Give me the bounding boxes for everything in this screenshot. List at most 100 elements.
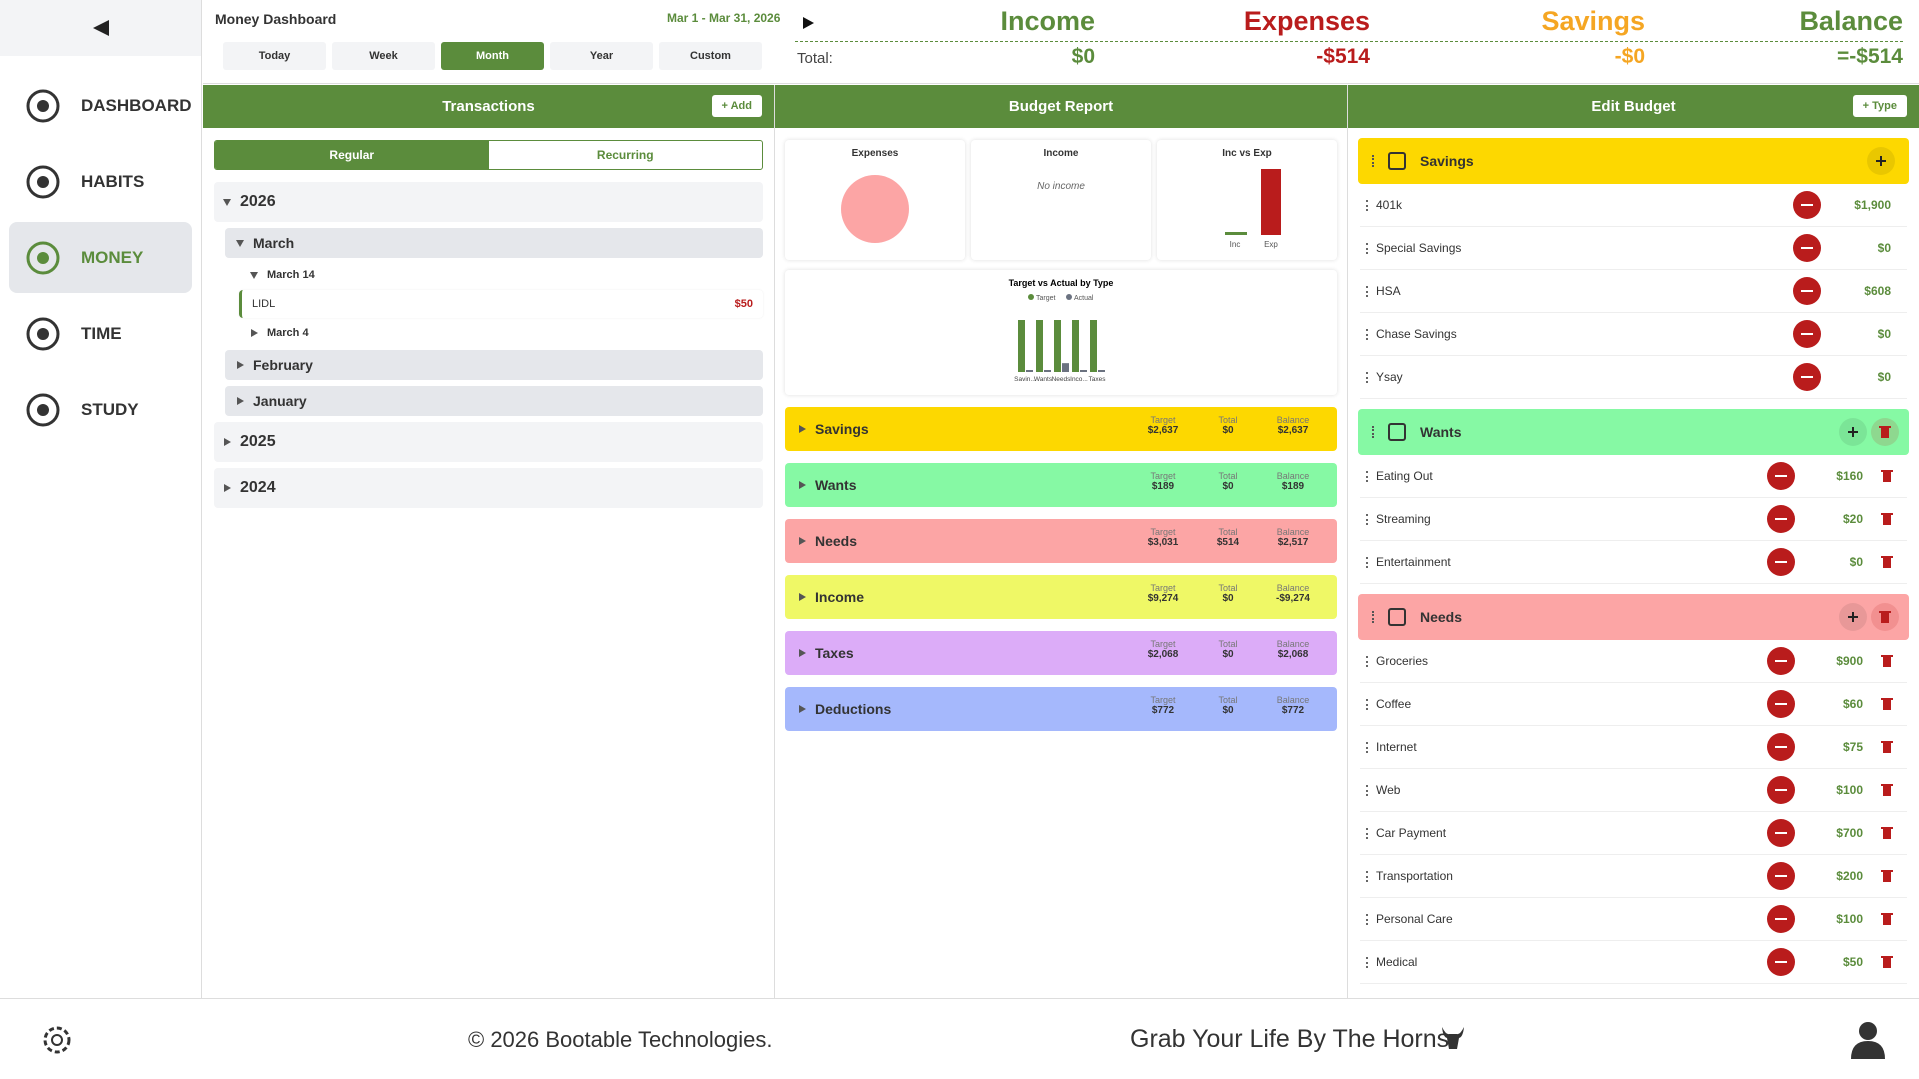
item-name: Entertainment — [1376, 555, 1451, 569]
remove-button[interactable] — [1767, 462, 1795, 490]
delete-icon[interactable] — [1881, 697, 1893, 711]
delete-icon[interactable] — [1879, 610, 1891, 624]
remove-button[interactable] — [1767, 505, 1795, 533]
delete-icon[interactable] — [1881, 955, 1893, 969]
month-row[interactable]: January — [225, 386, 763, 416]
add-type-button[interactable]: + Type — [1852, 95, 1907, 117]
delete-icon[interactable] — [1881, 740, 1893, 754]
item-amount: $1,900 — [1854, 198, 1891, 212]
item-name: Personal Care — [1376, 912, 1453, 926]
period-button[interactable]: Week — [332, 42, 435, 70]
stat-value: $2,517 — [1277, 537, 1309, 548]
budget-report-panel: Budget Report Expenses Income No income Inc… — [775, 85, 1348, 998]
group-header: Wants — [1358, 409, 1909, 455]
group-checkbox[interactable] — [1388, 152, 1406, 170]
remove-button[interactable] — [1767, 690, 1795, 718]
year-row[interactable]: 2024 — [214, 468, 763, 508]
expand-icon[interactable] — [801, 16, 815, 30]
remove-button[interactable] — [1767, 733, 1795, 761]
remove-button[interactable] — [1767, 948, 1795, 976]
remove-button[interactable] — [1767, 862, 1795, 890]
year-row[interactable]: 2026 — [214, 182, 763, 222]
period-button[interactable]: Custom — [659, 42, 762, 70]
group-checkbox[interactable] — [1388, 423, 1406, 441]
date-range[interactable]: Mar 1 - Mar 31, 2026 — [667, 11, 781, 25]
user-icon[interactable] — [1848, 1019, 1888, 1061]
delete-group-button[interactable] — [1871, 418, 1899, 446]
nav-item[interactable]: HABITS — [9, 146, 192, 217]
remove-button[interactable] — [1767, 776, 1795, 804]
delete-icon[interactable] — [1879, 425, 1891, 439]
nav-item[interactable]: MONEY — [9, 222, 192, 293]
type-row[interactable]: Deductions Target $772 Total $0 Balance $772 — [785, 687, 1337, 731]
type-row[interactable]: Needs Target $3,031 Total $514 Balance $2,517 — [785, 519, 1337, 563]
delete-icon[interactable] — [1881, 555, 1893, 569]
nav-label: TIME — [81, 323, 122, 343]
nav-item[interactable]: TIME — [9, 298, 192, 369]
stat-value: $189 — [1281, 481, 1305, 492]
remove-button[interactable] — [1793, 277, 1821, 305]
type-row[interactable]: Wants Target $189 Total $0 Balance $189 — [785, 463, 1337, 507]
icon-shape — [37, 403, 49, 416]
type-stat: Target $2,068 — [1133, 639, 1193, 660]
type-row[interactable]: Savings Target $2,637 Total $0 Balance $2,637 — [785, 407, 1337, 451]
year-row[interactable]: 2025 — [214, 422, 763, 462]
icon-shape — [1883, 515, 1891, 525]
item-name: Eating Out — [1376, 469, 1433, 483]
period-button[interactable]: Today — [223, 42, 326, 70]
add-item-button[interactable] — [1839, 603, 1867, 631]
remove-button[interactable] — [1767, 905, 1795, 933]
month-row[interactable]: February — [225, 350, 763, 380]
toggle-icon — [224, 438, 231, 446]
period-button[interactable]: Month — [441, 42, 544, 70]
tab[interactable]: Recurring — [596, 148, 654, 162]
stat-label: Total — [1218, 695, 1238, 705]
type-stat: Balance $2,637 — [1263, 415, 1323, 436]
type-stat: Balance -$9,274 — [1263, 583, 1323, 604]
type-row[interactable]: Income Target $9,274 Total $0 Balance -$9,274 — [785, 575, 1337, 619]
group-checkbox[interactable] — [1388, 608, 1406, 626]
item-amount: $0 — [1877, 370, 1891, 384]
toggle-icon — [251, 329, 258, 337]
budget-item: Medical $50 — [1360, 941, 1907, 984]
add-item-button[interactable] — [1839, 418, 1867, 446]
delete-icon[interactable] — [1881, 783, 1893, 797]
remove-button[interactable] — [1767, 819, 1795, 847]
summary-column: Savings -$0 — [1541, 6, 1645, 69]
type-row[interactable]: Taxes Target $2,068 Total $0 Balance $2,068 — [785, 631, 1337, 675]
collapse-button[interactable] — [0, 0, 201, 56]
delete-icon[interactable] — [1881, 826, 1893, 840]
month-row[interactable]: March — [225, 228, 763, 258]
delete-icon[interactable] — [1881, 912, 1893, 926]
day-row[interactable]: March 4 — [239, 322, 763, 344]
transaction-row[interactable]: LIDL $50 — [239, 290, 763, 318]
item-name: Transportation — [1376, 869, 1453, 883]
settings-icon[interactable] — [38, 1021, 76, 1059]
delete-icon[interactable] — [1881, 469, 1893, 483]
remove-button[interactable] — [1793, 234, 1821, 262]
delete-group-button[interactable] — [1871, 603, 1899, 631]
nav-item[interactable]: DASHBOARD — [9, 70, 192, 141]
add-item-button[interactable] — [1867, 147, 1895, 175]
drag-handle — [1372, 611, 1376, 623]
delete-icon[interactable] — [1881, 654, 1893, 668]
stat-label: Total — [1218, 415, 1238, 425]
budget-item: Eating Out $160 — [1360, 455, 1907, 498]
remove-button[interactable] — [1793, 320, 1821, 348]
remove-button[interactable] — [1767, 548, 1795, 576]
triangle — [251, 329, 258, 337]
stat-label: Target — [1150, 527, 1176, 537]
delete-icon[interactable] — [1881, 512, 1893, 526]
remove-button[interactable] — [1793, 363, 1821, 391]
remove-button[interactable] — [1793, 191, 1821, 219]
delete-icon[interactable] — [1881, 869, 1893, 883]
add-button[interactable]: + Add — [711, 95, 762, 117]
day-row[interactable]: March 14 — [239, 264, 763, 286]
triangle — [224, 438, 231, 446]
group-name: Needs — [1420, 609, 1463, 625]
nav-item[interactable]: STUDY — [9, 374, 192, 445]
month-label: March — [253, 235, 295, 251]
tab[interactable]: Regular — [215, 141, 489, 169]
period-button[interactable]: Year — [550, 42, 653, 70]
remove-button[interactable] — [1767, 647, 1795, 675]
